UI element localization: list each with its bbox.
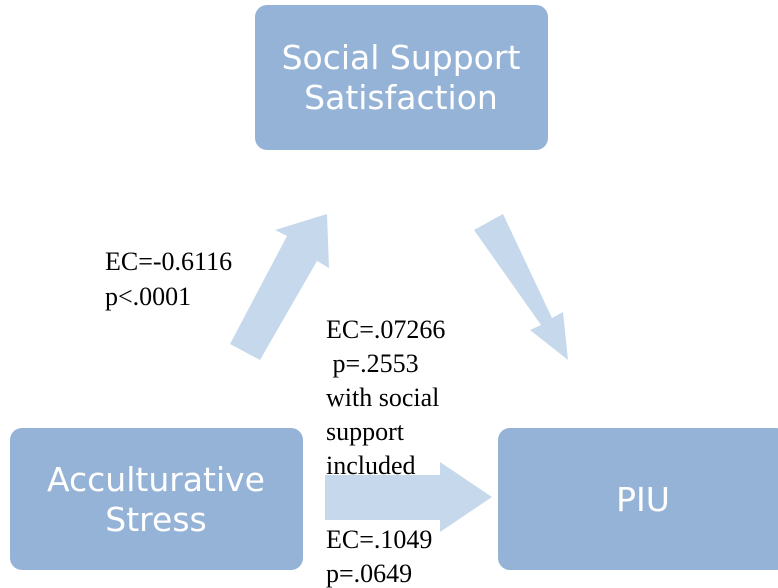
annotation-line: with social xyxy=(326,383,439,412)
annotation-line: included xyxy=(326,451,416,480)
node-label: Social Support xyxy=(282,38,521,77)
annotation-line: EC=.1049 xyxy=(326,525,432,554)
node-box xyxy=(255,5,548,150)
annotation-line: EC=-0.6116 xyxy=(105,247,232,276)
annotations: EC=-0.6116 p<.0001 EC=.07266 p=.2553 with s… xyxy=(105,247,445,588)
node-label: Satisfaction xyxy=(304,78,498,117)
node-box xyxy=(10,428,303,570)
arrow xyxy=(325,462,492,532)
annotation-line: p<.0001 xyxy=(105,282,191,311)
annotation-line: EC=.07266 xyxy=(326,315,445,344)
arrow xyxy=(474,214,568,360)
annotation-line: p=.2553 xyxy=(326,349,419,378)
annotation-line: support xyxy=(326,417,405,446)
node-box xyxy=(498,428,778,570)
node-label: Acculturative xyxy=(47,460,265,499)
annotation-line: p=.0649 xyxy=(326,559,412,588)
arrow xyxy=(230,214,329,360)
node-label: Stress xyxy=(105,500,206,539)
node-label: PIU xyxy=(616,480,670,519)
